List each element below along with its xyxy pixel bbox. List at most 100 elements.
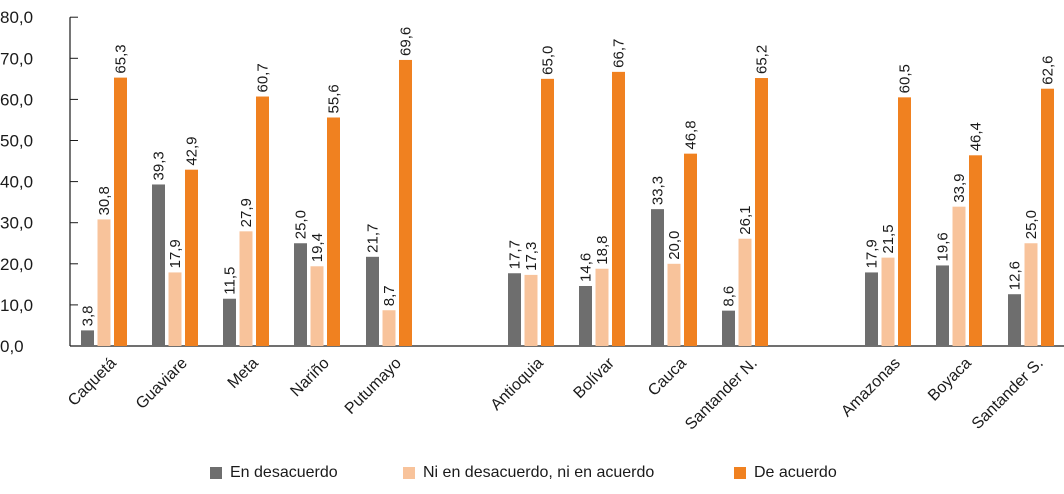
y-tick-label: 50,0 [0,132,33,151]
bar-caqueta-ni-en-desacuerdo-ni-en-acuerdo [97,219,111,346]
data-label-santander-s-en-desacuerdo: 12,6 [1007,261,1024,290]
data-label-putumayo-de-acuerdo: 69,6 [398,27,415,56]
bar-santander-n-en-desacuerdo [722,310,735,346]
data-label-antioquia-en-desacuerdo: 17,7 [507,240,524,269]
data-label-amazonas-en-desacuerdo: 17,9 [864,239,881,268]
data-label-santander-n-en-desacuerdo: 8,6 [721,286,738,307]
y-tick-label: 20,0 [0,255,33,274]
data-label-guaviare-en-desacuerdo: 39,3 [151,151,168,180]
category-label-meta: Meta [225,355,262,392]
y-tick-label: 60,0 [0,90,33,109]
y-tick-label: 10,0 [0,296,33,315]
bar-boyaca-en-desacuerdo [936,265,949,346]
bar-cauca-de-acuerdo [684,153,697,346]
legend-item-en-desacuerdo: En desacuerdo [210,464,338,482]
bar-putumayo-de-acuerdo [399,59,412,346]
legend-label-en-desacuerdo: En desacuerdo [230,464,338,481]
category-label-antioquia: Antioquia [488,355,547,414]
bar-amazonas-de-acuerdo [898,97,911,346]
data-label-amazonas-de-acuerdo: 60,5 [897,64,914,93]
data-label-antioquia-ni-en-desacuerdo-ni-en-acuerdo: 17,3 [523,242,540,271]
bar-meta-ni-en-desacuerdo-ni-en-acuerdo [239,231,253,346]
bar-caqueta-en-desacuerdo [81,330,94,346]
bar-guaviare-ni-en-desacuerdo-ni-en-acuerdo [168,272,182,346]
bar-meta-de-acuerdo [256,96,269,346]
bar-guaviare-de-acuerdo [185,169,198,346]
legend-item-de-acuerdo: De acuerdo [734,464,837,482]
data-label-guaviare-de-acuerdo: 42,9 [184,136,201,165]
legend-swatch-en-desacuerdo [210,467,222,479]
bar-narino-ni-en-desacuerdo-ni-en-acuerdo [310,266,324,346]
category-label-santander-n: Santander N. [682,355,761,434]
category-label-santander-s: Santander S. [969,355,1047,433]
bar-narino-en-desacuerdo [294,243,307,346]
bar-chart: 0,0 10,0 20,0 30,0 40,0 50,0 60,0 70,0 80,0 3,8 30… [0,8,1064,434]
data-label-bolivar-en-desacuerdo: 14,6 [578,253,595,282]
bar-antioquia-de-acuerdo [541,78,554,346]
bar-putumayo-ni-en-desacuerdo-ni-en-acuerdo [382,310,396,346]
data-label-santander-s-de-acuerdo: 62,6 [1040,56,1057,85]
bar-cauca-ni-en-desacuerdo-ni-en-acuerdo [667,263,681,346]
bar-santander-s-en-desacuerdo [1008,294,1021,346]
category-label-guaviare: Guaviare [133,355,191,413]
data-label-meta-de-acuerdo: 60,7 [255,63,272,92]
bar-santander-s-ni-en-desacuerdo-ni-en-acuerdo [1024,243,1038,346]
bar-amazonas-ni-en-desacuerdo-ni-en-acuerdo [881,257,895,346]
data-label-meta-ni-en-desacuerdo-ni-en-acuerdo: 27,9 [238,198,255,227]
data-label-antioquia-de-acuerdo: 65,0 [540,46,557,75]
category-label-caqueta: Caquetá [65,355,120,410]
data-label-santander-s-ni-en-desacuerdo-ni-en-acuerdo: 25,0 [1023,210,1040,239]
bar-santander-s-de-acuerdo [1041,88,1054,347]
legend-swatch-de-acuerdo [734,467,746,479]
data-label-boyaca-ni-en-desacuerdo-ni-en-acuerdo: 33,9 [951,173,968,202]
legend-swatch-neutral [403,467,415,479]
data-label-cauca-de-acuerdo: 46,8 [683,120,700,149]
legend-label-de-acuerdo: De acuerdo [754,464,837,481]
bar-santander-n-ni-en-desacuerdo-ni-en-acuerdo [738,238,752,346]
category-label-cauca: Cauca [645,355,690,400]
data-label-meta-en-desacuerdo: 11,5 [222,267,239,295]
data-label-caqueta-de-acuerdo: 65,3 [113,44,130,73]
data-label-caqueta-ni-en-desacuerdo-ni-en-acuerdo: 30,8 [96,186,113,215]
bar-bolivar-ni-en-desacuerdo-ni-en-acuerdo [595,268,609,346]
bar-amazonas-en-desacuerdo [865,272,878,346]
legend: En desacuerdo Ni en desacuerdo, ni en ac… [0,464,1064,488]
bar-santander-n-de-acuerdo [755,78,768,346]
category-label-bolivar: Bolívar [571,354,619,402]
category-label-narino: Nariño [287,355,332,400]
data-label-cauca-en-desacuerdo: 33,3 [650,176,667,205]
bar-bolivar-en-desacuerdo [579,285,592,346]
bar-bolivar-de-acuerdo [612,71,625,346]
bar-antioquia-ni-en-desacuerdo-ni-en-acuerdo [524,274,538,346]
legend-label-neutral: Ni en desacuerdo, ni en acuerdo [423,464,655,481]
data-label-narino-ni-en-desacuerdo-ni-en-acuerdo: 19,4 [309,233,326,262]
category-label-boyaca: Boyaca [925,355,975,405]
bar-guaviare-en-desacuerdo [152,184,165,346]
bar-meta-en-desacuerdo [223,298,236,346]
bar-putumayo-en-desacuerdo [366,256,379,346]
bar-boyaca-ni-en-desacuerdo-ni-en-acuerdo [952,206,966,346]
legend-item-neutral: Ni en desacuerdo, ni en acuerdo [403,464,654,482]
data-label-santander-n-de-acuerdo: 65,2 [754,45,771,74]
y-tick-label: 30,0 [0,214,33,233]
data-label-putumayo-ni-en-desacuerdo-ni-en-acuerdo: 8,7 [381,285,398,306]
data-label-putumayo-en-desacuerdo: 21,7 [365,224,382,253]
category-label-amazonas: Amazonas [838,355,903,420]
data-label-amazonas-ni-en-desacuerdo-ni-en-acuerdo: 21,5 [880,224,897,253]
data-label-guaviare-ni-en-desacuerdo-ni-en-acuerdo: 17,9 [167,239,184,268]
y-tick-label: 80,0 [0,8,33,27]
data-label-caqueta-en-desacuerdo: 3,8 [80,306,97,327]
bar-narino-de-acuerdo [327,117,340,346]
bar-caqueta-de-acuerdo [114,77,127,346]
y-tick-label: 40,0 [0,173,33,192]
y-tick-label: 70,0 [0,49,33,68]
bar-cauca-en-desacuerdo [651,209,664,346]
data-label-boyaca-de-acuerdo: 46,4 [968,122,985,151]
data-label-santander-n-ni-en-desacuerdo-ni-en-acuerdo: 26,1 [737,206,754,235]
data-label-narino-de-acuerdo: 55,6 [326,84,343,113]
data-label-bolivar-ni-en-desacuerdo-ni-en-acuerdo: 18,8 [594,236,611,265]
y-tick-label: 0,0 [0,337,24,356]
data-label-bolivar-de-acuerdo: 66,7 [611,39,628,68]
category-label-putumayo: Putumayo [342,355,405,418]
bar-boyaca-de-acuerdo [969,155,982,346]
